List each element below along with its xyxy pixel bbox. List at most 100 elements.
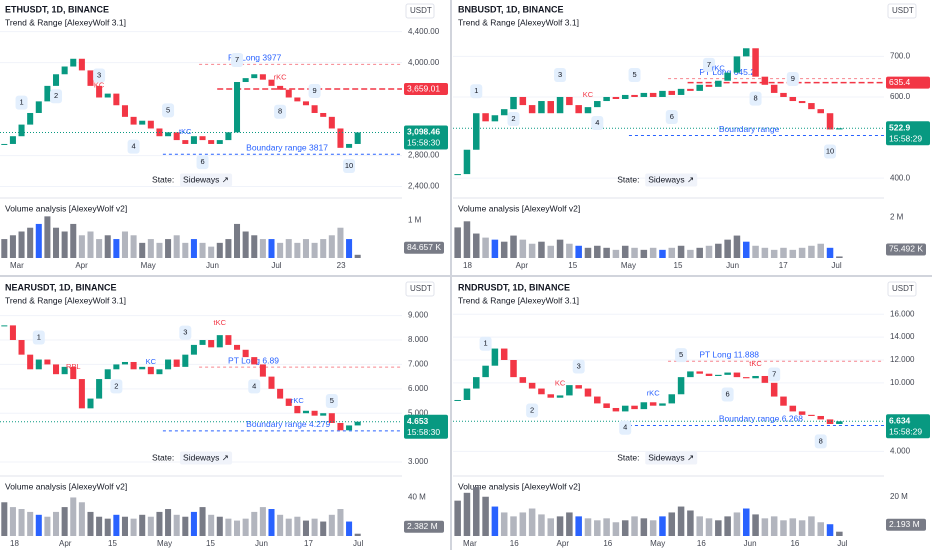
wave-bubble bbox=[231, 53, 244, 68]
volume-bar bbox=[454, 500, 461, 536]
x-tick-label: Jun bbox=[206, 261, 219, 270]
volume-bar bbox=[836, 531, 843, 536]
candle bbox=[705, 373, 713, 376]
last-price-time: 15:58:30 bbox=[407, 138, 440, 148]
wave-bubble bbox=[15, 95, 28, 110]
candle bbox=[696, 371, 703, 374]
wave-label: 3 bbox=[97, 70, 101, 79]
wave-label: 6 bbox=[200, 157, 204, 166]
volume-bar bbox=[53, 227, 60, 258]
candle bbox=[603, 403, 610, 408]
x-tick-label: Jul bbox=[271, 261, 281, 270]
volume-bar bbox=[199, 507, 206, 536]
candle bbox=[113, 364, 120, 370]
state-value: Sideways ↗ bbox=[648, 452, 694, 462]
indicator-name: Trend & Range [AlexeyWolf 3.1] bbox=[5, 17, 126, 27]
currency-box bbox=[887, 281, 917, 297]
volume-bar bbox=[242, 518, 249, 536]
volume-bar bbox=[9, 507, 16, 536]
candle bbox=[482, 365, 489, 378]
candle bbox=[770, 84, 778, 93]
wave-label: 2 bbox=[511, 114, 515, 123]
volume-bar bbox=[631, 516, 638, 536]
x-tick-label: 15 bbox=[568, 261, 577, 270]
volume-bar bbox=[302, 520, 309, 536]
candle bbox=[836, 128, 843, 130]
volume-last-box bbox=[404, 241, 444, 254]
candle bbox=[234, 82, 241, 133]
candle bbox=[649, 92, 657, 97]
volume-bar bbox=[752, 245, 759, 258]
x-tick-label: May bbox=[157, 539, 172, 548]
candle bbox=[199, 340, 206, 345]
volume-bar bbox=[724, 239, 731, 258]
candle bbox=[156, 369, 163, 375]
candle bbox=[677, 88, 685, 95]
candle bbox=[836, 421, 843, 424]
candle bbox=[294, 97, 301, 102]
wave-bubble bbox=[554, 67, 567, 82]
candle bbox=[182, 140, 189, 144]
last-price-time: 15:58:29 bbox=[889, 427, 922, 437]
volume-bar bbox=[808, 516, 815, 536]
state-value-box bbox=[180, 173, 233, 187]
candle bbox=[770, 382, 778, 397]
volume-bar bbox=[139, 514, 146, 536]
candle bbox=[808, 103, 815, 110]
volume-bar bbox=[156, 511, 163, 536]
volume-bar bbox=[631, 247, 638, 258]
volume-bar bbox=[770, 249, 778, 258]
candle bbox=[752, 375, 759, 379]
wave-bubble bbox=[127, 139, 140, 154]
candle bbox=[96, 379, 103, 399]
candle bbox=[268, 376, 275, 389]
wave-bubble bbox=[162, 103, 175, 118]
indicator-name: Trend & Range [AlexeyWolf 3.1] bbox=[5, 295, 126, 305]
volume-bar bbox=[18, 231, 25, 258]
volume-bar bbox=[156, 242, 163, 258]
x-tick-label: Apr bbox=[557, 539, 570, 548]
wave-bubble bbox=[470, 84, 483, 99]
wave-bubble bbox=[308, 83, 321, 98]
volume-bar bbox=[337, 509, 344, 536]
y-tick-label: 4,400.00 bbox=[408, 27, 440, 36]
volume-bar bbox=[696, 516, 703, 536]
volume-bar bbox=[687, 510, 694, 536]
y-tick-label: 600.0 bbox=[890, 92, 911, 101]
last-price: 522.9 bbox=[889, 123, 911, 133]
candle bbox=[724, 372, 731, 375]
wave-label: 3 bbox=[183, 328, 187, 337]
volume-bar bbox=[612, 249, 620, 258]
candle bbox=[761, 76, 769, 85]
candle bbox=[234, 344, 241, 350]
wave-label: 2 bbox=[54, 91, 58, 100]
candle bbox=[78, 58, 85, 71]
candle bbox=[826, 113, 834, 130]
wave-label: 3 bbox=[577, 362, 581, 371]
wave-bubble bbox=[824, 144, 837, 159]
candle bbox=[575, 105, 582, 114]
volume-bar bbox=[27, 511, 34, 536]
volume-bar bbox=[659, 249, 666, 258]
kc-marker: KC bbox=[146, 357, 157, 366]
state-label: State: bbox=[152, 174, 174, 184]
candle bbox=[208, 340, 215, 348]
candle bbox=[733, 372, 741, 378]
volume-bar bbox=[668, 512, 676, 536]
volume-bar bbox=[225, 239, 232, 258]
candle bbox=[817, 109, 824, 114]
y-tick-label: 3.000 bbox=[408, 457, 429, 466]
candle bbox=[612, 96, 620, 100]
candle bbox=[566, 385, 573, 396]
volume-bar bbox=[640, 249, 648, 258]
candle bbox=[251, 357, 258, 365]
volume-bar bbox=[482, 237, 489, 258]
volume-last-box bbox=[404, 520, 444, 533]
kc-marker: rKC bbox=[274, 73, 288, 82]
chart-title: RNDRUSDT, 1D, BINANCE bbox=[458, 282, 570, 292]
currency-box bbox=[405, 281, 435, 297]
wave-label: 2 bbox=[530, 406, 534, 415]
volume-bar bbox=[277, 514, 284, 536]
volume-bar bbox=[780, 520, 787, 536]
wave-label: 7 bbox=[235, 55, 239, 64]
